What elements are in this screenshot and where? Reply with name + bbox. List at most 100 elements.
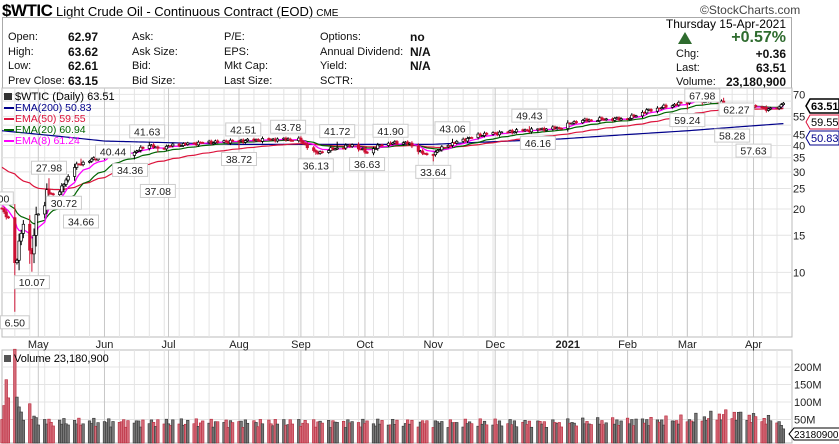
- candle-body: [634, 115, 638, 118]
- candle-body: [0, 207, 4, 210]
- y-tick-label: 35: [793, 153, 805, 165]
- volume-bar: [126, 420, 130, 444]
- candle-body: [51, 193, 55, 196]
- candle-body: [256, 139, 260, 141]
- volume-bar: [36, 424, 40, 444]
- candle-body: [73, 167, 77, 177]
- legend-item: EMA(20) 60.94: [15, 124, 86, 136]
- y-tick-label: 25: [793, 184, 805, 196]
- candle-body: [679, 101, 683, 104]
- volume-bar: [230, 422, 235, 444]
- annotation-label: 34.66: [68, 217, 94, 229]
- annotation-label: 41.63: [134, 126, 160, 138]
- annotation-label: 43.78: [275, 122, 301, 134]
- volume-bar: [410, 419, 414, 444]
- price-annotation: 58.28: [714, 128, 751, 143]
- candle-body: [470, 137, 474, 139]
- annotation-label: 57.63: [740, 146, 766, 158]
- candle-body: [267, 138, 271, 140]
- candle-body: [613, 117, 617, 121]
- candle-body: [754, 105, 758, 108]
- volume-bar: [440, 421, 444, 444]
- y-tick-label: 20: [793, 204, 805, 216]
- candle-body: [574, 121, 578, 124]
- candle-body: [66, 176, 70, 181]
- quote-label: Last Size:: [224, 74, 273, 87]
- candle-body: [224, 140, 228, 143]
- candle-body: [17, 240, 21, 261]
- price-annotation: 33.64: [415, 164, 452, 179]
- candle-body: [497, 131, 502, 136]
- legend-item: EMA(200) 50.83: [15, 102, 92, 114]
- candle-body: [139, 146, 143, 151]
- price-tag-ema50: 59.55: [805, 114, 839, 130]
- x-tick-label: Oct: [356, 339, 373, 351]
- candle-body: [769, 107, 773, 110]
- candle-body: [421, 150, 425, 154]
- candle-body: [19, 233, 23, 242]
- annotation-label: .00: [0, 193, 9, 205]
- volume-bar: [260, 423, 265, 444]
- candle-body: [344, 144, 348, 149]
- candle-body: [231, 139, 235, 142]
- quote-value: 63.62: [68, 44, 99, 59]
- price-annotation: 41.90: [372, 123, 409, 138]
- candle-body: [655, 107, 659, 112]
- y-tick-label: 10: [793, 267, 805, 279]
- x-tick-label: Dec: [485, 339, 505, 351]
- price-annotation: 43.78: [270, 119, 307, 134]
- up-triangle-icon: [678, 32, 692, 44]
- annotation-label: 49.43: [516, 111, 542, 123]
- volume-bar: [425, 420, 429, 444]
- candle-body: [134, 150, 139, 153]
- candle-body: [164, 145, 168, 150]
- volume-bar: [781, 428, 786, 444]
- candle-body: [305, 143, 309, 149]
- volume-bar: [709, 410, 713, 444]
- volume-bar: [156, 419, 160, 444]
- candle-body: [260, 138, 265, 142]
- price-annotation: 40.44: [95, 144, 132, 159]
- quote-label: EPS:: [224, 45, 250, 58]
- volume-label: Volume:: [676, 76, 716, 88]
- y-tick-label: 30: [793, 167, 805, 179]
- price-annotation: 36.13: [297, 158, 334, 173]
- candle-body: [485, 132, 489, 135]
- candle-body: [640, 111, 645, 117]
- volume-icon: [4, 355, 11, 362]
- annotation-label: 42.51: [230, 124, 256, 136]
- annotation-label: 36.63: [354, 159, 380, 171]
- volume-bar: [634, 418, 638, 444]
- candle-body: [604, 118, 608, 121]
- candle-body: [58, 191, 62, 196]
- volume-bar: [694, 412, 698, 444]
- candle-body: [781, 102, 785, 105]
- annotation-label: 40.44: [100, 147, 126, 159]
- price-annotation: 46.16: [519, 135, 556, 150]
- volume-bar: [619, 420, 623, 444]
- candle-body: [660, 107, 664, 109]
- candle-body: [331, 147, 335, 150]
- price-annotation: 57.63: [735, 143, 772, 158]
- candle-body: [425, 153, 429, 155]
- price-annotation: 41.72: [319, 124, 356, 139]
- price-annotation: 49.43: [511, 108, 548, 123]
- x-tick-label: Sep: [291, 339, 311, 351]
- price-annotation: 30.72: [45, 195, 82, 210]
- quote-date: Thursday 15-Apr-2021: [665, 17, 786, 31]
- quote-label: Ask Size:: [132, 45, 178, 58]
- candle-body: [90, 158, 94, 162]
- annotation-label: 41.72: [324, 126, 350, 138]
- candle-body: [132, 152, 136, 156]
- candle-body: [28, 223, 32, 251]
- volume-bar: [559, 426, 563, 444]
- quote-label: Annual Dividend:: [320, 45, 404, 58]
- candle-body: [171, 143, 175, 147]
- quote-label: Ask:: [132, 31, 154, 43]
- price-annotation: 59.24: [669, 113, 706, 128]
- candle-body: [529, 128, 534, 133]
- candle-body: [401, 142, 405, 145]
- quote-value: no: [410, 30, 425, 44]
- candle-body: [6, 216, 10, 219]
